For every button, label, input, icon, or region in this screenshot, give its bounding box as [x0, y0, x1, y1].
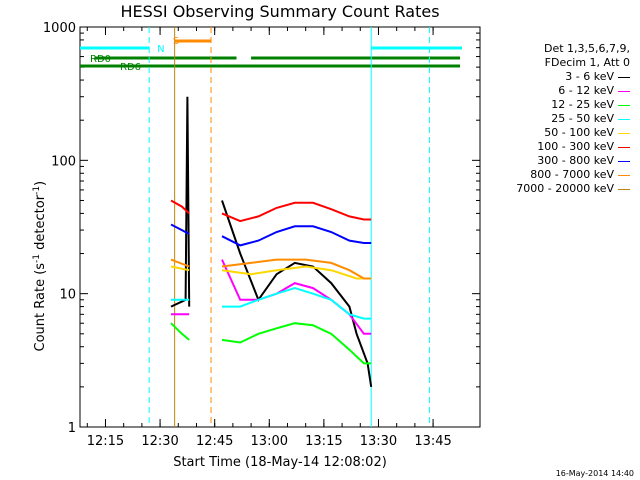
legend-swatch: [618, 132, 630, 134]
y-tick-label: 1000: [43, 21, 76, 36]
x-tick-label: 13:15: [305, 434, 342, 449]
series-line-0-0: [170, 96, 191, 308]
series-line-2-1: [221, 322, 372, 365]
legend-label: 50 - 100 keV: [544, 126, 614, 139]
y-axis-label: Count Rate (s-1 detector-1): [31, 180, 49, 352]
x-tick-label: 12:15: [87, 434, 124, 449]
flag-label-s: S: [173, 36, 179, 47]
legend-label: 25 - 50 keV: [551, 112, 614, 125]
legend-entry: 7000 - 20000 keV: [516, 182, 630, 196]
series-line-5-0: [170, 199, 190, 215]
legend-entry: 300 - 800 keV: [516, 154, 630, 168]
series-line-5-1: [221, 201, 372, 223]
y-tick-label: 1: [68, 421, 76, 436]
legend-swatch: [618, 104, 630, 106]
legend-header-line-1: Det 1,3,5,6,7,9,: [543, 42, 630, 55]
flag-label-rd0: RD0: [90, 54, 111, 65]
series-line-1-1: [221, 259, 372, 335]
legend-entry: 800 - 7000 keV: [516, 168, 630, 182]
series-line-7-0: [170, 258, 190, 268]
legend-entry: 12 - 25 keV: [516, 98, 630, 112]
legend-label: 300 - 800 keV: [537, 154, 614, 167]
series-line-0-1: [221, 200, 373, 388]
legend-swatch: [618, 174, 630, 176]
x-axis-label: Start Time (18-May-14 12:08:02): [173, 455, 387, 470]
legend-swatch: [618, 76, 630, 78]
flag-label-rd6: RD6: [120, 62, 141, 73]
legend-label: 100 - 300 keV: [537, 140, 614, 153]
series-line-2-0: [170, 322, 190, 341]
legend-entry: 100 - 300 keV: [516, 140, 630, 154]
legend-label: 800 - 7000 keV: [530, 168, 614, 181]
timestamp: 16-May-2014 14:40: [555, 469, 634, 478]
legend-swatch: [618, 160, 630, 162]
series-line-7-1: [221, 258, 372, 280]
legend-label: 7000 - 20000 keV: [516, 182, 614, 195]
x-tick-label: 13:45: [414, 434, 451, 449]
series-line-3-1: [222, 287, 372, 320]
legend-entry: 6 - 12 keV: [516, 84, 630, 98]
legend-swatch: [618, 188, 630, 190]
legend-label: 12 - 25 keV: [551, 98, 614, 111]
legend-swatch: [618, 118, 630, 120]
legend-entry: 25 - 50 keV: [516, 112, 630, 126]
plot-frame: [79, 26, 481, 428]
legend-entry: 3 - 6 keV: [516, 70, 630, 84]
x-tick-label: 12:30: [141, 434, 178, 449]
series-line-6-1: [221, 225, 372, 247]
flag-label-n: N: [157, 44, 164, 55]
y-tick-label: 10: [59, 288, 76, 303]
x-tick-label: 13:00: [251, 434, 288, 449]
legend-entry: 50 - 100 keV: [516, 126, 630, 140]
x-tick-label: 12:45: [196, 434, 233, 449]
legend-entries: 3 - 6 keV 6 - 12 keV 12 - 25 keV 25 - 50 ke…: [516, 70, 630, 196]
legend-label: 6 - 12 keV: [558, 84, 614, 97]
chart-title: HESSI Observing Summary Count Rates: [120, 2, 440, 21]
series-line-4-1: [221, 265, 372, 280]
legend-swatch: [618, 146, 630, 148]
legend-swatch: [618, 90, 630, 92]
series-line-6-0: [170, 223, 190, 235]
series-line-4-0: [170, 265, 190, 272]
y-tick-label: 100: [51, 154, 76, 169]
legend: Det 1,3,5,6,7,9, FDecim 1, Att 0 3 - 6 k…: [516, 42, 630, 196]
legend-header-line-2: FDecim 1, Att 0: [544, 56, 630, 69]
x-tick-label: 13:30: [360, 434, 397, 449]
legend-label: 3 - 6 keV: [565, 70, 614, 83]
